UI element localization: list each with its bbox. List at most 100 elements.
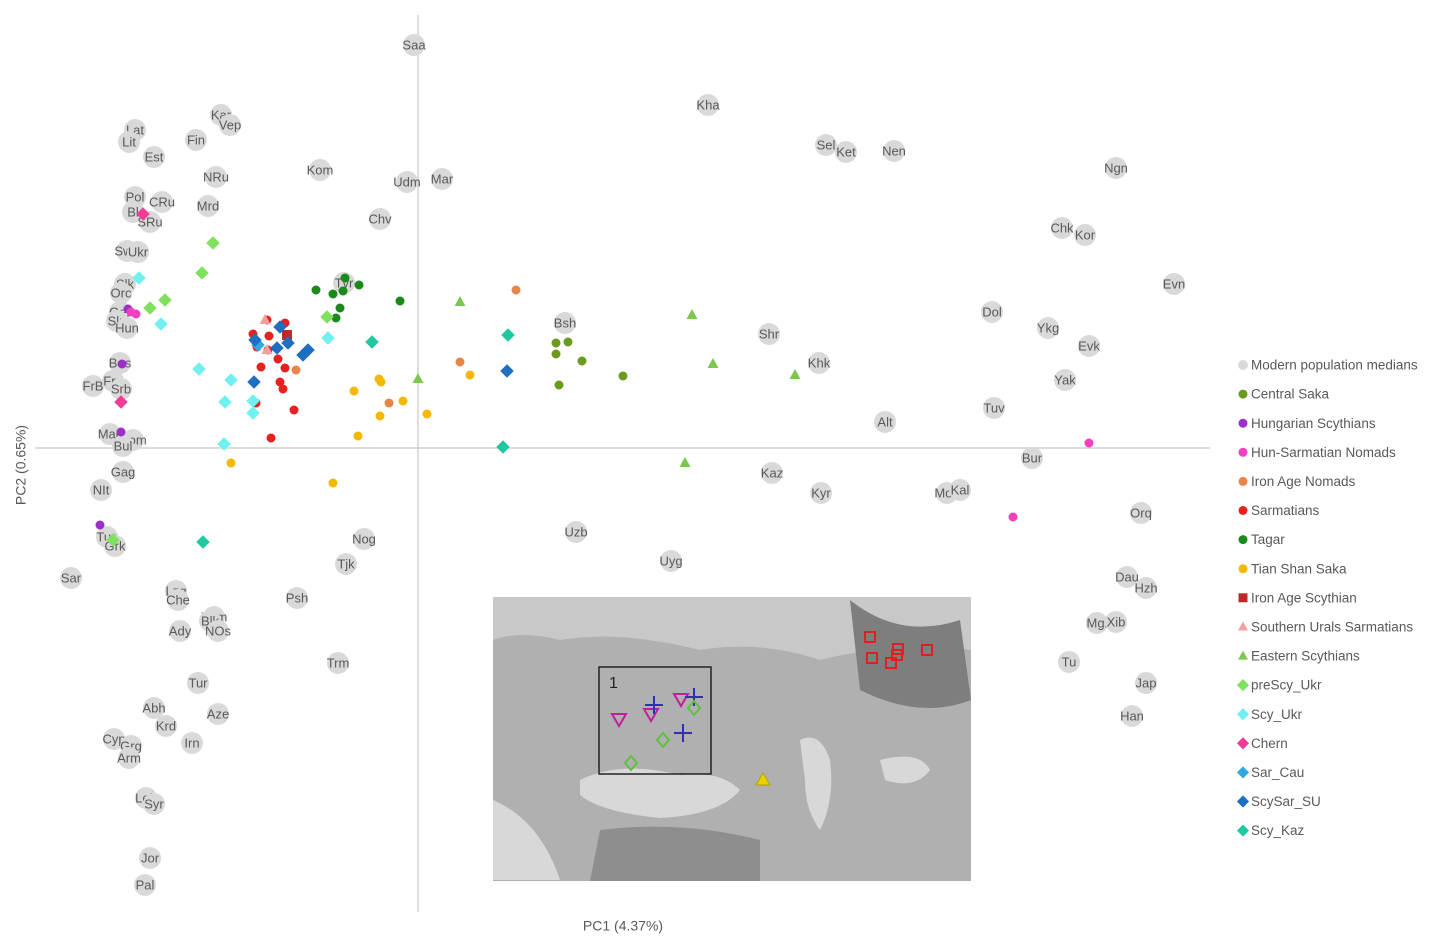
point-label: Chk: [1050, 220, 1074, 235]
point-label: Kha: [696, 97, 720, 112]
point-label: Vep: [219, 117, 241, 132]
point: [1021, 447, 1043, 469]
point-label: Hun: [115, 320, 139, 335]
point-label: Jap: [1136, 675, 1157, 690]
point: [246, 394, 260, 408]
black-sea: [580, 768, 740, 818]
point: [116, 317, 138, 339]
point-label: Kom: [307, 162, 334, 177]
legend-label: Sar_Cau: [1251, 765, 1304, 780]
point: [697, 94, 719, 116]
point: [554, 312, 576, 334]
legend-marker: [1238, 506, 1248, 515]
point: [1054, 369, 1076, 391]
point: [1130, 502, 1152, 524]
point: [247, 375, 261, 389]
point: [207, 703, 229, 725]
point: [134, 874, 156, 896]
point-label: NRu: [203, 169, 229, 184]
point: [808, 352, 830, 374]
point: [187, 672, 209, 694]
point: [218, 395, 232, 409]
point-label: Est: [145, 149, 164, 164]
point-label: Nog: [352, 531, 376, 546]
point-label: Shr: [759, 326, 780, 341]
point: [321, 331, 335, 345]
point-label: Aze: [207, 706, 229, 721]
legend-marker: [1238, 447, 1248, 457]
point: [151, 191, 173, 213]
point: [132, 271, 146, 285]
point: [256, 362, 266, 372]
legend-label: Scy_Ukr: [1251, 707, 1303, 722]
point: [983, 397, 1005, 419]
point-label: Alt: [877, 414, 893, 429]
point: [1086, 612, 1108, 634]
point-label: Pol: [126, 189, 145, 204]
point: [1084, 438, 1094, 448]
point: [353, 431, 363, 441]
point-label: Bsh: [554, 315, 576, 330]
point-label: Krd: [156, 718, 176, 733]
point-label: Orc: [111, 285, 132, 300]
point-label: Nen: [882, 143, 906, 158]
point: [309, 159, 331, 181]
point: [266, 433, 276, 443]
point: [112, 435, 134, 457]
point: [261, 344, 273, 354]
point-label: Abh: [142, 700, 165, 715]
point: [412, 373, 424, 383]
point: [90, 479, 112, 501]
point: [278, 384, 288, 394]
point-label: Orq: [1130, 505, 1152, 520]
axes: [35, 15, 1210, 912]
point-label: Irn: [184, 735, 199, 750]
legend-label: Central Saka: [1251, 387, 1330, 402]
point: [1037, 317, 1059, 339]
anatolia: [590, 826, 760, 881]
point: [264, 331, 274, 341]
legend-label: Chern: [1251, 736, 1288, 751]
point: [110, 378, 132, 400]
point: [116, 427, 126, 437]
point: [455, 357, 465, 367]
point: [103, 728, 125, 750]
legend-marker: [1238, 476, 1248, 486]
aral-sea: [880, 756, 930, 784]
point: [686, 309, 698, 319]
point-label: Gag: [111, 464, 136, 479]
point: [761, 462, 783, 484]
point: [1121, 705, 1143, 727]
point-label: Cyp: [102, 731, 125, 746]
point-label: Dol: [982, 304, 1002, 319]
point: [815, 134, 837, 156]
point: [273, 354, 283, 364]
point: [338, 286, 348, 296]
point-label: Che: [166, 592, 190, 607]
legend-label: Tian Shan Saka: [1251, 561, 1347, 576]
point: [1105, 611, 1127, 633]
point: [835, 141, 857, 163]
point-label: Yak: [1054, 372, 1076, 387]
point-label: Srb: [111, 381, 131, 396]
point: [354, 280, 364, 290]
point: [275, 377, 285, 387]
legend-marker: [1236, 679, 1250, 692]
altai-region: [850, 600, 971, 708]
legend-marker: [1236, 766, 1250, 779]
point: [949, 479, 971, 501]
point: [122, 201, 144, 223]
point: [224, 373, 238, 387]
point-label: Sar: [61, 570, 82, 585]
point: [618, 371, 628, 381]
point: [369, 208, 391, 230]
point: [1135, 672, 1157, 694]
point: [551, 349, 561, 359]
point: [226, 458, 236, 468]
point: [789, 369, 801, 379]
point: [106, 533, 120, 547]
point: [169, 620, 191, 642]
point: [270, 341, 284, 355]
